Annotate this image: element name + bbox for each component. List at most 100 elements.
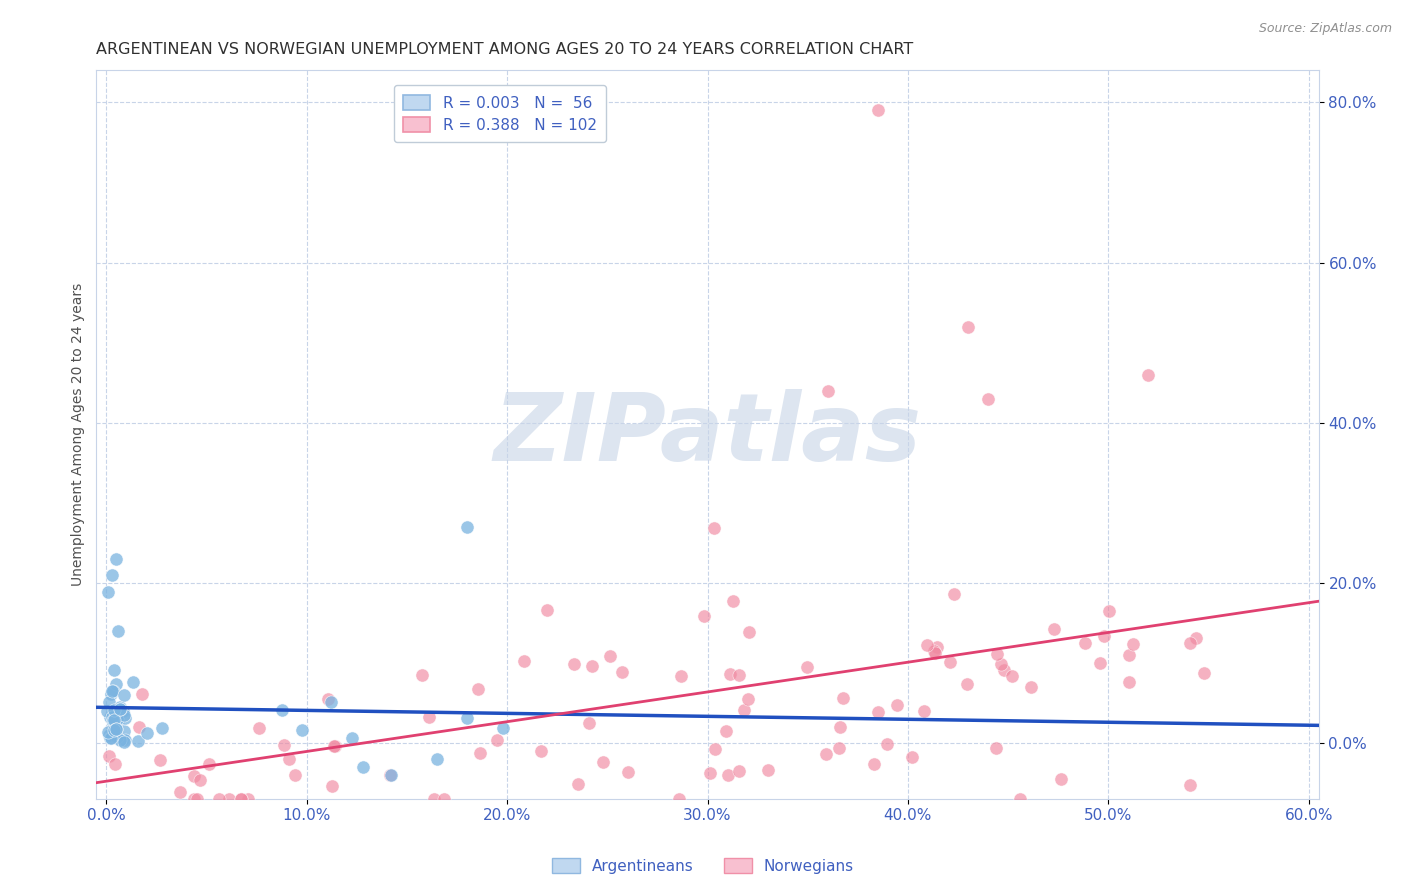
Point <box>943 587 966 601</box>
Point <box>104 677 127 691</box>
Point <box>380 767 402 781</box>
Point <box>1118 674 1140 689</box>
Point <box>723 594 745 608</box>
Point <box>817 384 839 398</box>
Point <box>98 695 121 709</box>
Point <box>122 675 145 690</box>
Point <box>352 760 374 774</box>
Point <box>340 731 363 746</box>
Point <box>128 720 150 734</box>
Point <box>866 705 889 719</box>
Point <box>699 766 721 780</box>
Point <box>131 687 153 701</box>
Y-axis label: Unemployment Among Ages 20 to 24 years: Unemployment Among Ages 20 to 24 years <box>72 283 86 586</box>
Point <box>208 791 231 805</box>
Point <box>599 649 621 664</box>
Point <box>796 660 818 674</box>
Point <box>186 791 208 805</box>
Text: ARGENTINEAN VS NORWEGIAN UNEMPLOYMENT AMONG AGES 20 TO 24 YEARS CORRELATION CHAR: ARGENTINEAN VS NORWEGIAN UNEMPLOYMENT AM… <box>97 42 914 57</box>
Point <box>737 624 759 639</box>
Point <box>247 721 270 735</box>
Point <box>704 741 727 756</box>
Point <box>100 684 122 698</box>
Point <box>291 723 314 738</box>
Point <box>183 769 205 783</box>
Point <box>323 739 346 754</box>
Point <box>105 551 128 566</box>
Point <box>1098 604 1121 618</box>
Text: Source: ZipAtlas.com: Source: ZipAtlas.com <box>1258 22 1392 36</box>
Point <box>612 665 634 679</box>
Point <box>567 777 589 791</box>
Point <box>127 734 149 748</box>
Point <box>468 746 491 760</box>
Point <box>183 791 205 805</box>
Point <box>1118 648 1140 663</box>
Point <box>832 691 855 706</box>
Point <box>1090 656 1112 670</box>
Point <box>581 659 603 673</box>
Legend: Argentineans, Norwegians: Argentineans, Norwegians <box>546 852 860 880</box>
Point <box>1122 637 1144 651</box>
Point <box>718 667 741 681</box>
Point <box>101 567 124 582</box>
Point <box>693 609 716 624</box>
Point <box>103 684 125 698</box>
Point <box>728 668 751 682</box>
Point <box>592 755 614 769</box>
Point <box>107 714 129 728</box>
Point <box>513 654 536 668</box>
Point <box>98 710 121 724</box>
Point <box>284 768 307 782</box>
Point <box>984 741 1007 756</box>
Point <box>103 713 125 727</box>
Point <box>727 764 749 778</box>
Point <box>103 715 125 730</box>
Point <box>536 602 558 616</box>
Point <box>112 735 135 749</box>
Point <box>733 703 755 717</box>
Text: ZIPatlas: ZIPatlas <box>494 389 921 481</box>
Point <box>1049 772 1071 786</box>
Point <box>562 657 585 671</box>
Point <box>105 722 128 736</box>
Point <box>321 696 343 710</box>
Point <box>467 681 489 696</box>
Point <box>703 521 725 535</box>
Point <box>96 704 118 718</box>
Point <box>278 751 301 765</box>
Point <box>229 791 252 805</box>
Point <box>1021 680 1043 694</box>
Point <box>101 705 124 719</box>
Point <box>97 725 120 739</box>
Point <box>105 730 128 744</box>
Point <box>1180 778 1202 792</box>
Point <box>114 733 136 747</box>
Point <box>103 757 125 772</box>
Point <box>993 663 1015 677</box>
Point <box>236 791 259 805</box>
Point <box>876 737 898 751</box>
Point <box>915 638 938 652</box>
Point <box>901 749 924 764</box>
Point <box>114 711 136 725</box>
Point <box>103 703 125 717</box>
Point <box>578 715 600 730</box>
Point <box>322 739 344 754</box>
Point <box>815 747 838 762</box>
Point <box>956 677 979 691</box>
Point <box>218 791 240 805</box>
Point <box>107 624 129 638</box>
Point <box>862 757 884 772</box>
Point <box>456 519 478 533</box>
Point <box>114 708 136 723</box>
Point <box>101 710 124 724</box>
Point <box>104 722 127 736</box>
Point <box>828 741 851 756</box>
Point <box>426 752 449 766</box>
Point <box>108 701 131 715</box>
Point <box>112 732 135 747</box>
Point <box>1192 665 1215 680</box>
Point <box>100 731 122 745</box>
Point <box>938 655 960 669</box>
